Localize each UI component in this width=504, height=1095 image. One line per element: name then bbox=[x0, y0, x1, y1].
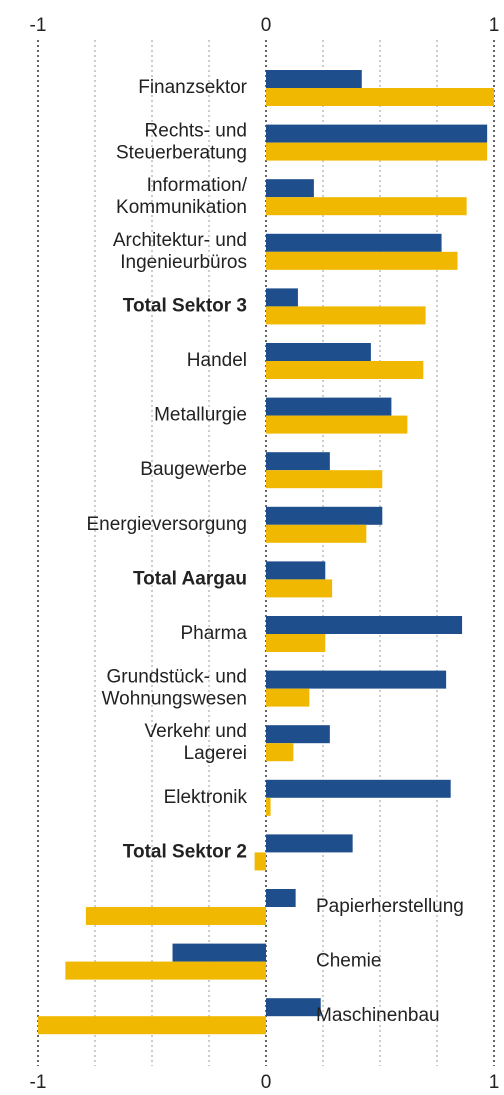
category-label: Handel bbox=[187, 350, 247, 371]
bar bbox=[255, 852, 266, 870]
x-tick-label-top: -1 bbox=[30, 15, 47, 36]
bar bbox=[266, 125, 487, 143]
bar bbox=[266, 998, 321, 1016]
bar bbox=[266, 143, 487, 161]
category-label: Elektronik bbox=[164, 787, 248, 808]
bar bbox=[86, 907, 266, 925]
bar bbox=[266, 743, 293, 761]
category-label: Finanzsektor bbox=[138, 77, 247, 98]
bar bbox=[266, 306, 426, 324]
bar bbox=[266, 70, 362, 88]
bar bbox=[266, 398, 391, 416]
bar bbox=[266, 561, 325, 579]
category-label: Information/Kommunikation bbox=[116, 175, 248, 218]
bar bbox=[266, 416, 407, 434]
bar bbox=[266, 470, 382, 488]
bar bbox=[266, 780, 451, 798]
bar bbox=[266, 834, 353, 852]
category-label: Total Sektor 2 bbox=[123, 841, 247, 862]
x-tick-label-top: 0 bbox=[261, 15, 272, 36]
category-label: Metallurgie bbox=[154, 405, 247, 426]
bar bbox=[266, 452, 330, 470]
x-tick-label-bottom: -1 bbox=[30, 1072, 47, 1093]
x-tick-label-top: 1 bbox=[489, 15, 500, 36]
bar bbox=[266, 579, 332, 597]
category-label: Pharma bbox=[180, 623, 247, 644]
x-tick-label-bottom: 1 bbox=[489, 1072, 500, 1093]
bar bbox=[266, 252, 458, 270]
bar bbox=[266, 234, 442, 252]
bar bbox=[266, 689, 309, 707]
category-label: Total Sektor 3 bbox=[123, 295, 247, 316]
bar bbox=[266, 88, 494, 106]
bar bbox=[266, 634, 325, 652]
category-label: Energieversorgung bbox=[86, 514, 247, 535]
bar bbox=[65, 962, 266, 980]
bar bbox=[266, 525, 366, 543]
category-label: Total Aargau bbox=[133, 568, 247, 589]
category-label: Baugewerbe bbox=[140, 459, 247, 480]
category-label: Chemie bbox=[316, 951, 381, 972]
bar bbox=[266, 798, 271, 816]
bar bbox=[266, 179, 314, 197]
bar bbox=[266, 361, 423, 379]
chart: -1 -1 0 0 1 1 Finanzsektor Rechts- undSteuerber… bbox=[0, 0, 504, 1095]
bar bbox=[266, 343, 371, 361]
bar bbox=[266, 288, 298, 306]
bar bbox=[266, 197, 467, 215]
bar bbox=[173, 944, 266, 962]
category-label: Maschinenbau bbox=[316, 1005, 440, 1026]
bar bbox=[266, 725, 330, 743]
bar bbox=[266, 616, 462, 634]
bar bbox=[38, 1016, 266, 1034]
bar bbox=[266, 671, 446, 689]
category-label: Papierherstellung bbox=[316, 896, 464, 917]
bar bbox=[266, 889, 296, 907]
x-tick-label-bottom: 0 bbox=[261, 1072, 272, 1093]
bar bbox=[266, 507, 382, 525]
